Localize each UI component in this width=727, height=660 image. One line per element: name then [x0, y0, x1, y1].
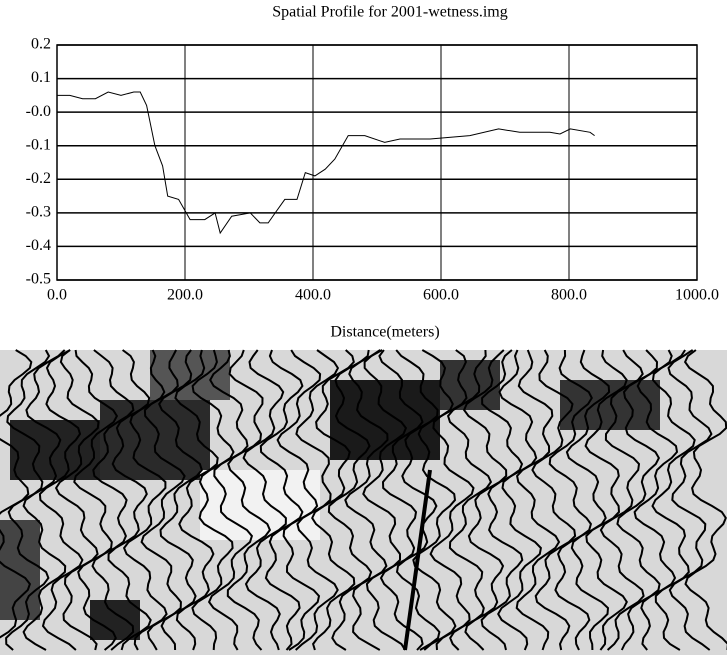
x-tick-label: 600.0 [423, 287, 459, 304]
x-tick-label: 200.0 [167, 287, 203, 304]
plot-frame [57, 45, 697, 280]
map-dark-area [150, 350, 230, 400]
y-tick-label: -0.4 [26, 237, 51, 254]
x-tick-label: 0.0 [47, 287, 67, 304]
y-tick-label: -0.0 [26, 103, 51, 120]
y-tick-label: -0.2 [26, 170, 51, 187]
x-axis-label: Distance(meters) [330, 324, 439, 341]
x-tick-label: 400.0 [295, 287, 331, 304]
y-tick-label: -0.3 [26, 204, 51, 221]
y-tick-label: -0.5 [26, 271, 51, 288]
map-dark-area [0, 520, 40, 620]
figure: Spatial Profile for 2001-wetness.img Dis… [0, 0, 727, 655]
page: {"chart_data": {"type": "line", "title":… [0, 0, 727, 655]
map-dark-area [100, 400, 210, 480]
contour-map [0, 350, 727, 655]
chart-title: Spatial Profile for 2001-wetness.img [272, 4, 508, 21]
y-tick-label: 0.2 [31, 36, 51, 53]
profile-line [57, 92, 595, 233]
y-tick-label: 0.1 [31, 69, 51, 86]
map-dark-area [560, 380, 660, 430]
y-tick-label: -0.1 [26, 136, 51, 153]
x-tick-label: 800.0 [551, 287, 587, 304]
x-tick-label: 1000.0 [675, 287, 719, 304]
